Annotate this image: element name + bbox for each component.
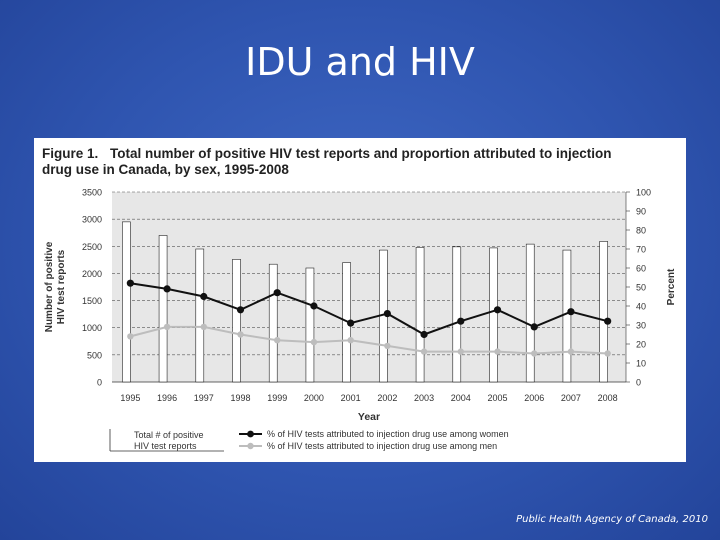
y-tick-label: 500 <box>87 350 102 360</box>
men-series-point <box>567 348 575 355</box>
x-axis-label: Year <box>358 411 380 423</box>
y2-tick-label: 100 <box>636 188 651 198</box>
bar <box>122 221 131 383</box>
women-series-point <box>457 317 465 325</box>
y-tick-label: 3500 <box>82 188 102 198</box>
bar <box>452 246 462 383</box>
bar <box>232 259 241 383</box>
figure-caption: Figure 1. Total number of positive HIV te… <box>42 146 672 178</box>
x-tick-label: 1996 <box>157 393 177 403</box>
women-series-point <box>236 306 245 314</box>
men-series-point <box>274 337 281 344</box>
y2-tick-label: 70 <box>636 245 646 255</box>
legend-women-key-point <box>247 430 254 438</box>
y2-tick-label: 40 <box>636 302 646 312</box>
x-tick-label: 2007 <box>561 393 581 403</box>
women-series-point <box>420 330 428 339</box>
men-series-point <box>457 348 464 355</box>
women-series-point <box>604 317 612 325</box>
x-tick-label: 1999 <box>267 393 287 403</box>
women-series-point <box>493 306 502 314</box>
men-series-line <box>130 325 608 355</box>
men-series-point <box>347 337 354 344</box>
slide-title: IDU and HIV <box>245 40 475 84</box>
men-series-point <box>310 338 318 346</box>
men-series-point <box>531 350 538 357</box>
x-tick-label: 2002 <box>377 393 397 403</box>
legend-bars-label-line2: HIV test reports <box>134 441 197 451</box>
women-series-line <box>130 282 608 336</box>
bar <box>562 249 572 383</box>
y2-tick-label: 60 <box>636 264 646 274</box>
women-series-point <box>530 323 538 331</box>
men-series-point <box>604 350 611 357</box>
y-axis-label-line2: HIV test reports <box>56 249 67 324</box>
x-tick-label: 1995 <box>120 393 140 403</box>
chart-svg: 0 500 1000 1500 2000 2500 3000 3500 0 10 20 30 40 50 6… <box>44 188 677 452</box>
women-series-point <box>200 292 208 301</box>
bar <box>525 243 535 383</box>
y2-tick-label: 0 <box>636 378 641 388</box>
x-tick-label: 2001 <box>341 393 361 403</box>
men-series-point <box>420 348 428 355</box>
x-tick-label: 2004 <box>451 393 471 403</box>
y-tick-label: 1500 <box>82 296 102 306</box>
figure-label: Figure 1. <box>42 146 99 161</box>
women-series-point <box>273 289 281 297</box>
x-tick-label: 1998 <box>230 393 250 403</box>
y2-tick-label: 90 <box>636 207 646 217</box>
x-tick-label: 2003 <box>414 393 434 403</box>
women-series-point <box>126 279 134 287</box>
figure-caption-line1: Total number of positive HIV test report… <box>110 146 612 161</box>
men-series-point <box>163 323 171 331</box>
men-series-point <box>127 333 134 340</box>
men-series-point <box>494 348 501 355</box>
legend-men-label: % of HIV tests attributed to injection d… <box>267 441 497 451</box>
y2-tick-label: 50 <box>636 283 646 293</box>
y2-axis-label: Percent <box>666 268 677 305</box>
y2-tick-label: 20 <box>636 340 646 350</box>
bar <box>195 248 205 383</box>
x-tick-label: 2005 <box>487 393 507 403</box>
x-tick-label: 2008 <box>598 393 618 403</box>
y-tick-label: 2500 <box>82 242 102 252</box>
women-series-point <box>567 308 575 316</box>
y-axis-label-line1: Number of positive <box>44 241 55 332</box>
x-tick-label: 2000 <box>304 393 324 403</box>
y2-tick-label: 10 <box>636 359 646 369</box>
bar <box>415 247 425 383</box>
men-series-point <box>200 323 207 331</box>
source-credit: Public Health Agency of Canada, 2010 <box>516 514 708 525</box>
women-series-point <box>310 302 318 310</box>
y2-tick-label: 80 <box>636 226 646 236</box>
x-tick-label: 2006 <box>524 393 544 403</box>
bar <box>268 263 278 383</box>
y-tick-label: 1000 <box>82 323 102 333</box>
men-series-point <box>237 331 244 338</box>
figure-caption-line2: drug use in Canada, by sex, 1995-2008 <box>42 162 289 177</box>
figure-panel: Figure 1. Total number of positive HIV te… <box>34 138 686 462</box>
women-series-point <box>347 319 355 327</box>
bar <box>158 235 168 383</box>
y2-tick-label: 30 <box>636 321 646 331</box>
legend-women-label: % of HIV tests attributed to injection d… <box>267 429 509 439</box>
y-tick-label: 0 <box>97 378 102 388</box>
legend-men-key-point <box>247 442 254 450</box>
legend-bars-label-line1: Total # of positive <box>134 430 204 440</box>
men-series-point <box>384 342 391 350</box>
x-tick-label: 1997 <box>194 393 214 403</box>
y-tick-label: 3000 <box>82 215 102 225</box>
bar <box>599 241 608 383</box>
women-series-point <box>383 310 391 318</box>
y-tick-label: 2000 <box>82 269 102 279</box>
bar <box>305 267 315 383</box>
bar <box>489 247 498 383</box>
women-series-point <box>163 285 171 293</box>
